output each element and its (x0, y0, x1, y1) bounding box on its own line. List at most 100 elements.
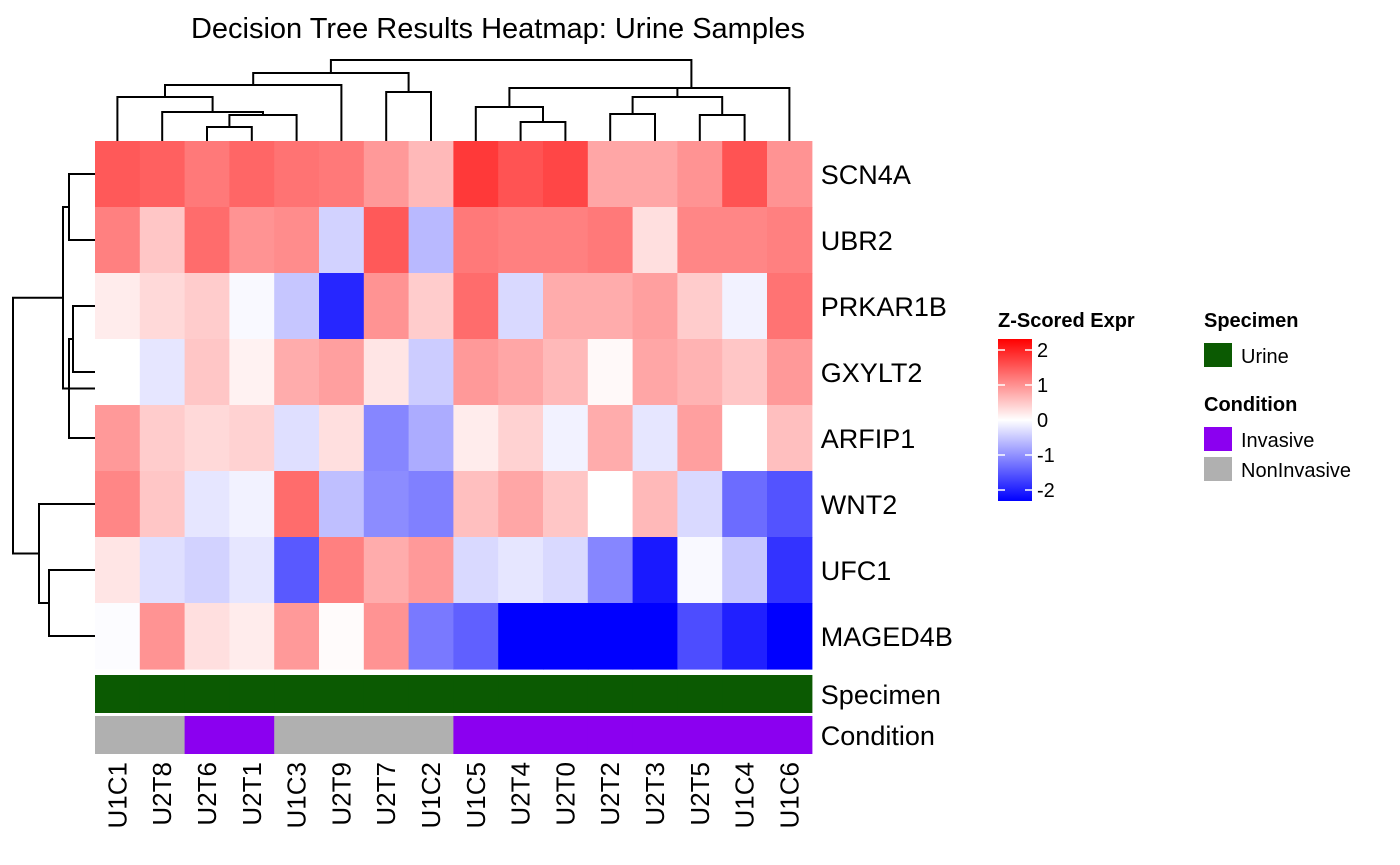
heatmap-cell (587, 603, 634, 670)
column-label: U2T5 (685, 762, 715, 826)
column-label: U2T0 (550, 762, 580, 826)
heatmap-cell (319, 471, 365, 538)
heatmap-cell (587, 339, 634, 406)
heatmap-cell (363, 537, 410, 604)
column-label: U1C4 (730, 762, 760, 828)
heatmap-cell (95, 471, 141, 538)
heatmap-cell (498, 471, 544, 538)
dendrogram-branch (116, 96, 214, 141)
heatmap-cell (767, 405, 813, 472)
heatmap-cell (632, 603, 678, 670)
heatmap-cell (677, 405, 723, 472)
heatmap-cell (767, 603, 813, 670)
heatmap-cell (453, 405, 499, 472)
column-label: U1C2 (416, 762, 446, 828)
heatmap-cell (587, 405, 634, 472)
annotation-cell-specimen (677, 675, 723, 713)
heatmap-cell (319, 537, 365, 604)
legend-swatch (1204, 343, 1232, 367)
heatmap-cell (722, 537, 768, 604)
scale-tick-label: 2 (1037, 340, 1048, 362)
column-label: U2T8 (147, 762, 177, 826)
heatmap-cell (184, 339, 230, 406)
legend-item-label: Invasive (1241, 430, 1314, 452)
heatmap-cell (587, 207, 634, 274)
column-label: U1C1 (102, 762, 132, 828)
heatmap-cell (722, 273, 768, 340)
heatmap-cell (95, 273, 141, 340)
legend-title: Condition (1204, 394, 1297, 416)
column-label: U2T3 (640, 762, 670, 826)
heatmap-cell (677, 207, 723, 274)
heatmap-cell (677, 603, 723, 670)
heatmap-cell (363, 339, 410, 406)
annotation-cell-specimen (767, 675, 813, 713)
heatmap-cell (229, 273, 275, 340)
heatmap-cell (319, 207, 365, 274)
scale-tick-label: -1 (1037, 445, 1055, 467)
heatmap-cell (498, 141, 544, 208)
annotation-cell-specimen (408, 675, 454, 713)
dendrogram-branch (206, 126, 253, 141)
heatmap-cell (587, 471, 634, 538)
column-label: U2T9 (326, 762, 356, 826)
heatmap-cell (453, 339, 499, 406)
heatmap-cell (139, 339, 186, 406)
heatmap-cell (184, 603, 230, 670)
heatmap-cell (543, 339, 589, 406)
heatmap-cell (229, 471, 275, 538)
heatmap-cell (498, 339, 544, 406)
heatmap-cell (274, 405, 320, 472)
heatmap-cell (139, 207, 186, 274)
column-label: U1C3 (282, 762, 312, 828)
color-scale-title: Z-Scored Expr (998, 310, 1135, 332)
column-label: U2T7 (371, 762, 401, 826)
heatmap-cell (767, 537, 813, 604)
row-label: ARFIP1 (821, 424, 916, 454)
dendrogram-branch (12, 296, 63, 555)
annotation-cell-condition (139, 716, 186, 754)
heatmap-cell (408, 471, 454, 538)
heatmap-cell (453, 537, 499, 604)
annotation-cell-condition (229, 716, 275, 754)
heatmap-cell (139, 141, 186, 208)
heatmap-cell (632, 339, 678, 406)
heatmap-cell (722, 339, 768, 406)
heatmap-cell (363, 603, 410, 670)
heatmap-cell (184, 273, 230, 340)
heatmap-cell (632, 141, 678, 208)
heatmap-cell (767, 141, 813, 208)
heatmap-cell (543, 603, 589, 670)
heatmap-cell (274, 339, 320, 406)
annotation-cell-condition (498, 716, 544, 754)
heatmap-cell (587, 273, 634, 340)
heatmap-cell (543, 405, 589, 472)
heatmap-cell (677, 339, 723, 406)
heatmap-cell (722, 471, 768, 538)
annotation-cell-specimen (184, 675, 230, 713)
heatmap-cell (677, 537, 723, 604)
dendrogram-branch (698, 114, 746, 141)
heatmap-cell (677, 471, 723, 538)
dendrogram-branch (593, 87, 791, 141)
heatmap-cell (498, 405, 544, 472)
heatmap-cell (363, 207, 410, 274)
heatmap-cell (95, 537, 141, 604)
dendrogram-branch (252, 72, 410, 92)
heatmap-cell (319, 141, 365, 208)
heatmap-cell (677, 141, 723, 208)
annotation-cell-specimen (543, 675, 589, 713)
row-label: GXYLT2 (821, 358, 923, 388)
heatmap-cell (677, 273, 723, 340)
heatmap-cell (453, 207, 499, 274)
heatmap-cell (722, 603, 768, 670)
heatmap-cell (363, 471, 410, 538)
heatmap-cell (95, 339, 141, 406)
annotation-label: Specimen (821, 680, 941, 710)
annotation-cell-specimen (363, 675, 410, 713)
column-labels: U1C1 U2T8 U2T6 U2T1 U1C3 U2T9 U2T7 U1C2 U1C5 U2T4… (102, 762, 804, 828)
heatmap-cell (498, 537, 544, 604)
dendrogram-branch (631, 96, 724, 115)
heatmap-cell (543, 471, 589, 538)
dendrogram-branch (519, 121, 567, 141)
